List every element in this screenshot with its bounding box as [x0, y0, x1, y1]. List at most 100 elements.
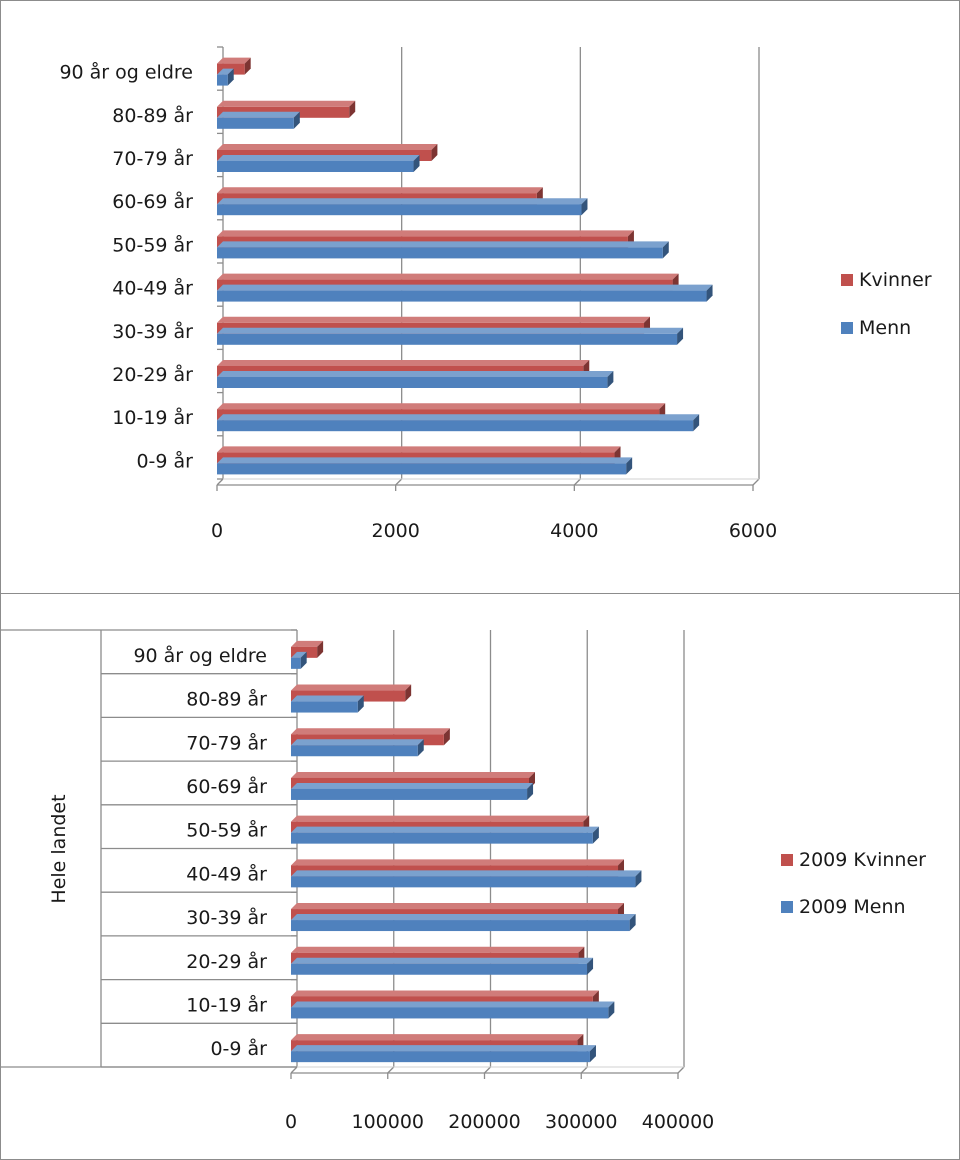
bar-top [217, 100, 356, 107]
bar-menn [217, 284, 713, 302]
bar-top [291, 1001, 615, 1008]
x-tick-label: 4000 [550, 520, 598, 542]
population-chart-kommune: 0-9 år 10-19 år 20-29 år 30-39 år 40-49 år 50… [0, 0, 960, 594]
bar-side [635, 870, 642, 888]
x-tick-label: 2000 [371, 520, 419, 542]
bar-front [291, 1051, 590, 1063]
bar-menn [217, 457, 633, 475]
bar-2009-menn [291, 782, 534, 800]
bar-side [662, 241, 669, 259]
bar-top [291, 815, 590, 822]
bar-front [291, 876, 636, 888]
bar-side [706, 284, 713, 302]
bar-top [291, 1045, 596, 1052]
category-label: 30-39 år [186, 906, 267, 929]
bar-front [217, 247, 663, 259]
legend-label: Menn [859, 317, 911, 339]
bar-side [626, 457, 633, 475]
bar-top [291, 640, 324, 647]
bar-top [217, 111, 300, 118]
category-label: 70-79 år [186, 731, 267, 754]
category-label: 50-59 år [112, 233, 193, 256]
bar-top [291, 1034, 584, 1041]
bar-top [291, 859, 625, 866]
x-tick-label: 0 [285, 1111, 297, 1133]
bar-side [227, 68, 234, 86]
bar-top [291, 782, 534, 789]
category-label: 0-9 år [136, 449, 193, 472]
bar-top [217, 57, 251, 64]
bar-side [443, 728, 450, 746]
legend-swatch [781, 901, 793, 913]
bar-front [217, 117, 294, 129]
gridline-floor [752, 478, 760, 486]
bar-2009-menn [291, 651, 307, 669]
bar-top [217, 284, 713, 291]
bar-side [300, 651, 307, 669]
gridline-floor [395, 478, 403, 486]
group-label: Hele landet [48, 794, 70, 903]
gridline-floor [677, 1066, 685, 1074]
bar-2009-menn [291, 1045, 596, 1063]
bar-side [527, 782, 534, 800]
bar-front [217, 420, 694, 432]
bar-top [217, 144, 438, 150]
category-label: 0-9 år [210, 1037, 267, 1060]
bar-side [607, 371, 614, 388]
gridline-floor [580, 1066, 588, 1074]
bar-top [217, 230, 634, 237]
axis-corner [216, 478, 224, 486]
bar-top [217, 403, 666, 410]
bar-menn [217, 327, 684, 345]
bar-side [293, 111, 300, 129]
category-label: 80-89 år [112, 104, 193, 127]
bar-2009-menn [291, 739, 424, 757]
category-label: 30-39 år [112, 320, 193, 343]
bar-2009-menn [291, 1001, 615, 1019]
bar-top [217, 68, 234, 75]
x-tick-label: 6000 [729, 520, 777, 542]
legend-label: 2009 Kvinner [799, 849, 926, 871]
bar-front [291, 657, 301, 669]
bar-top [291, 739, 424, 746]
legend-label: 2009 Menn [799, 896, 906, 918]
category-label: 70-79 år [112, 147, 193, 170]
bar-side [413, 155, 420, 172]
category-label: 50-59 år [186, 819, 267, 842]
category-label: 80-89 år [186, 688, 267, 711]
bar-top [291, 870, 642, 877]
bar-top [217, 155, 420, 161]
bar-top [217, 414, 700, 421]
population-chart-hele-landet: Hele landet 0-9 år 10-19 år 20-29 år 30-39 å… [0, 593, 960, 1160]
bar-menn [217, 111, 300, 129]
bar-menn [217, 155, 420, 172]
bar-top [291, 914, 636, 921]
bar-top [291, 651, 307, 658]
bar-top [217, 457, 633, 464]
legend-swatch [841, 274, 853, 286]
bar-2009-menn [291, 870, 642, 888]
bar-front [217, 74, 228, 86]
bar-front [291, 832, 593, 844]
bar-side [405, 684, 412, 702]
bar-front [291, 701, 358, 713]
bar-top [217, 327, 684, 334]
bar-top [291, 946, 585, 953]
category-label: 20-29 år [186, 950, 267, 973]
bar-menn [217, 241, 669, 259]
bar-2009-menn [291, 695, 364, 713]
bar-front [217, 463, 627, 475]
bar-menn [217, 198, 588, 216]
bar-side [592, 826, 599, 844]
bar-top [291, 990, 599, 997]
bar-side [581, 198, 588, 216]
category-label: 20-29 år [112, 363, 193, 386]
bar-top [291, 728, 450, 735]
gridline-floor [387, 1066, 395, 1074]
category-label: 40-49 år [112, 277, 193, 300]
category-label: 40-49 år [186, 862, 267, 885]
bar-menn [217, 68, 234, 86]
category-label: 10-19 år [112, 406, 193, 429]
bar-side [629, 914, 636, 932]
category-label: 90 år og eldre [133, 644, 267, 667]
